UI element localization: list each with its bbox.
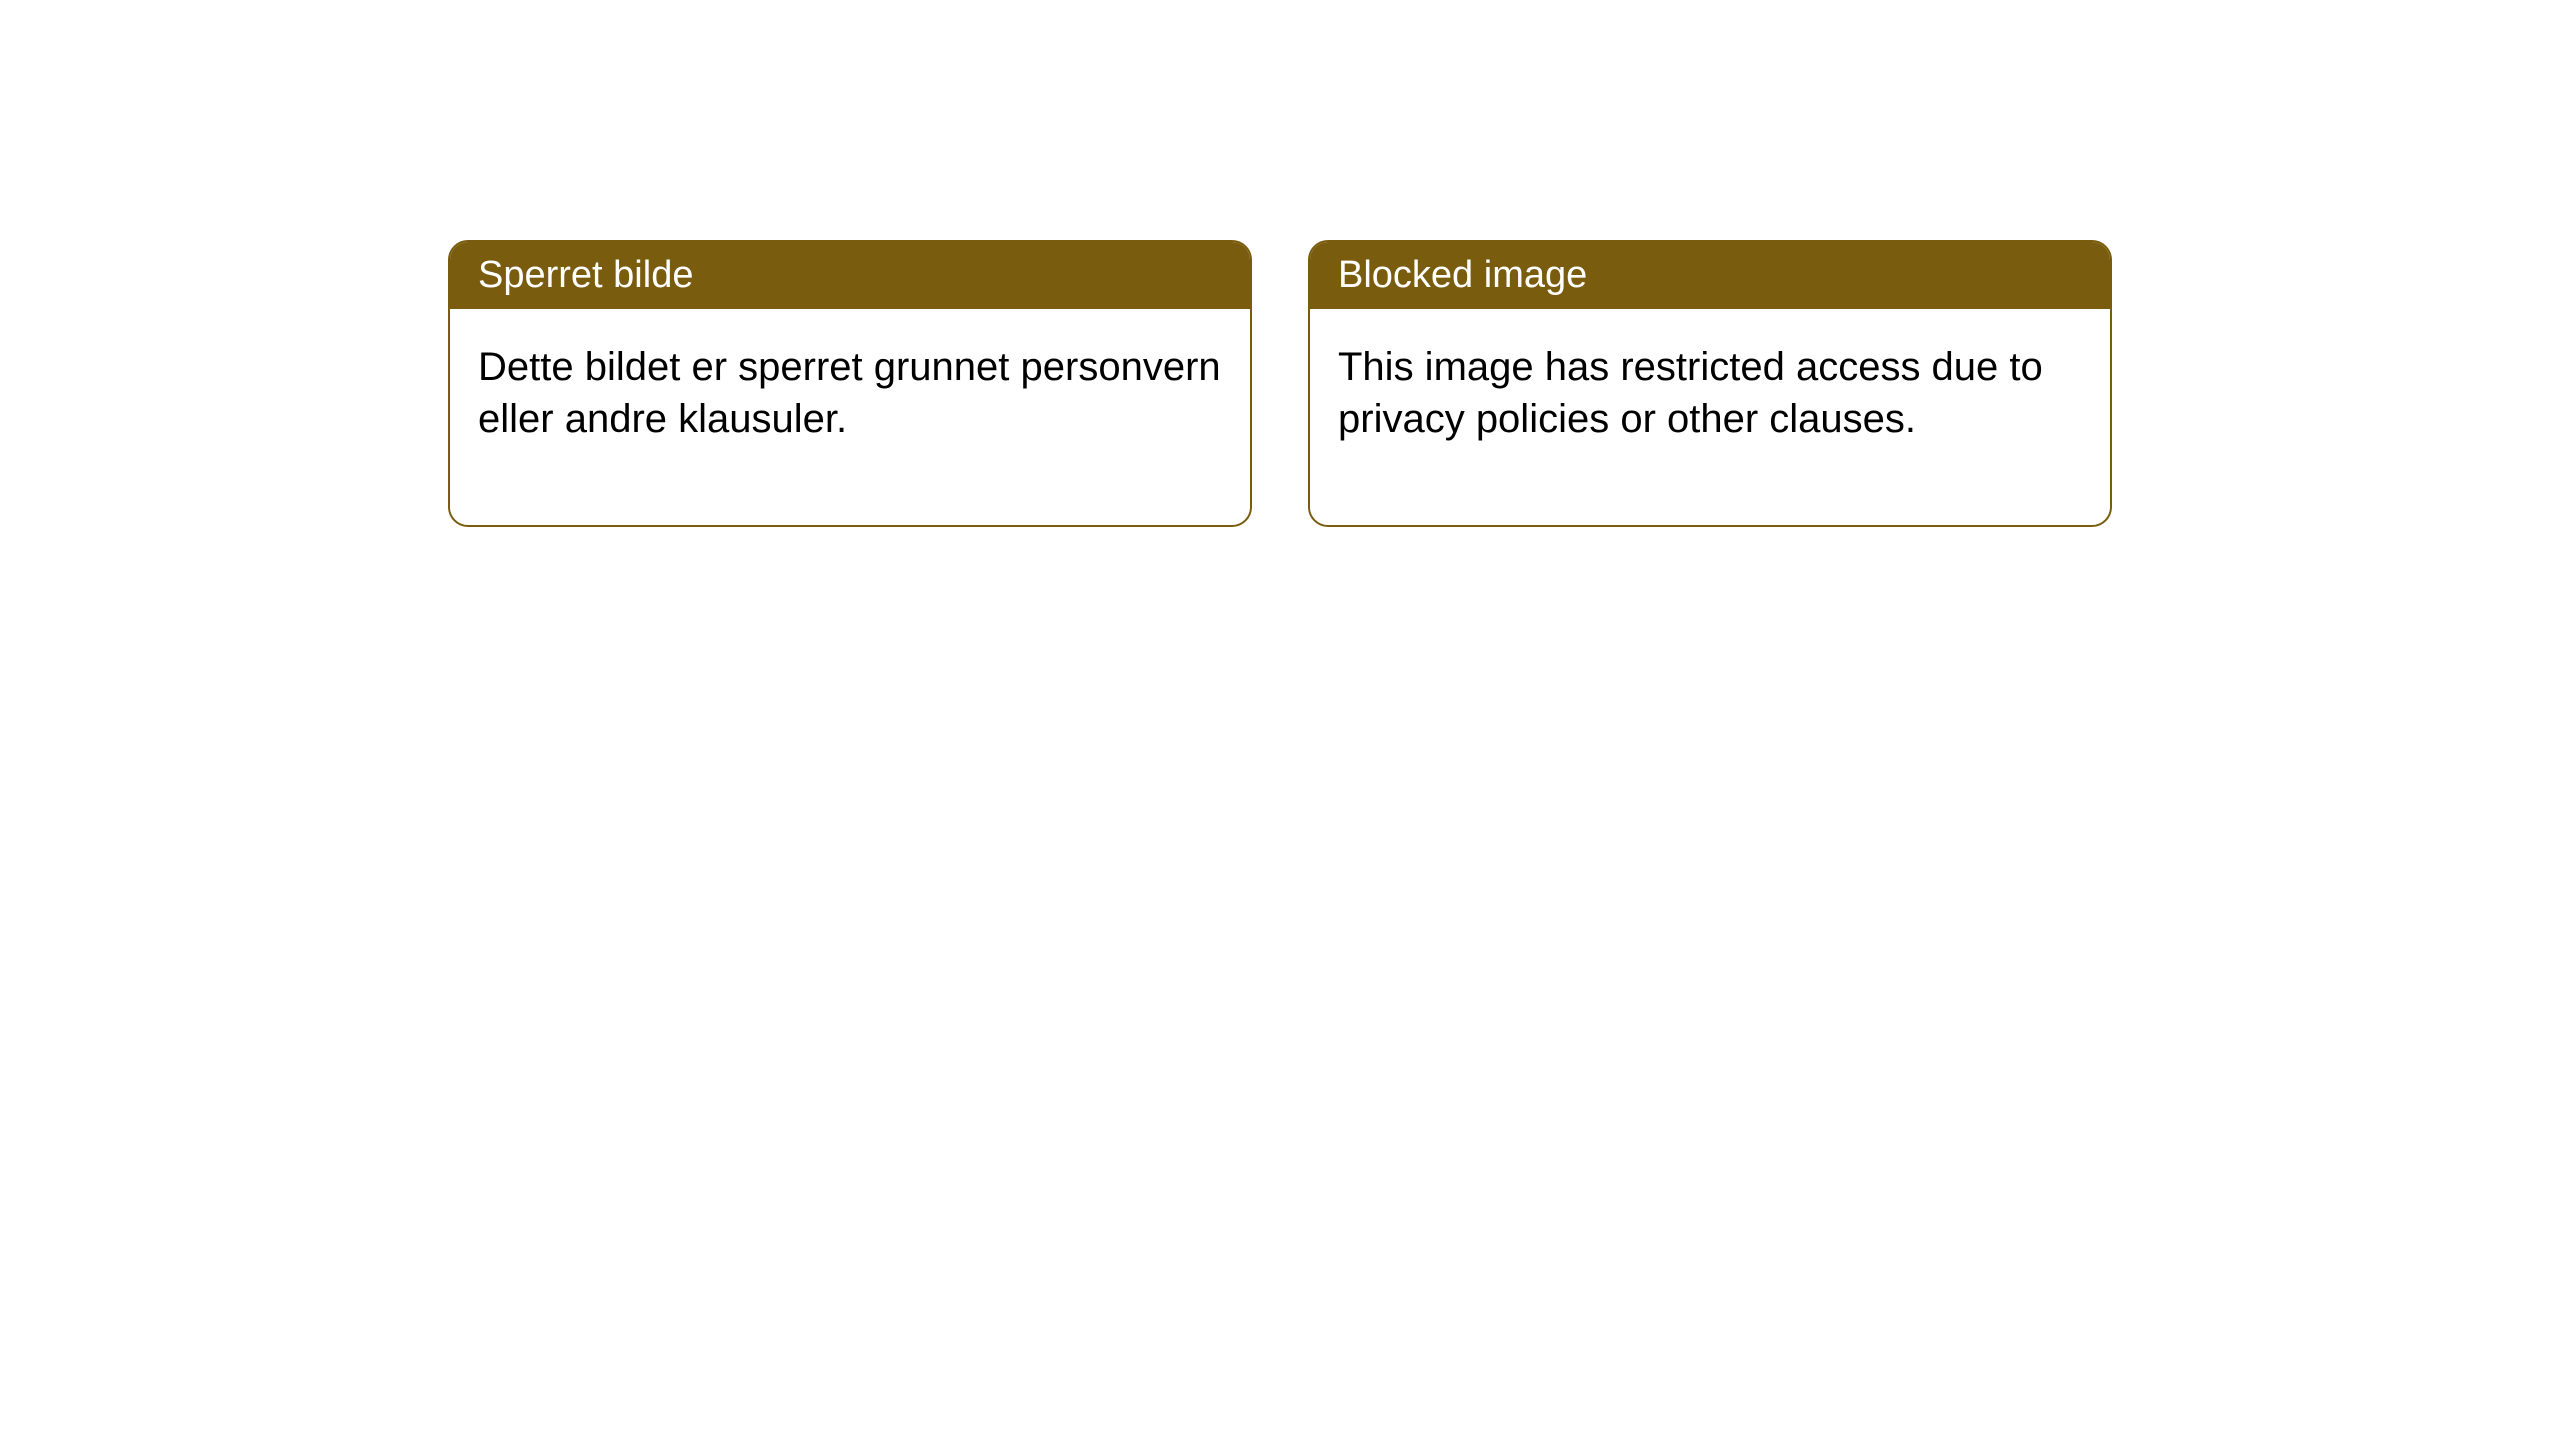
card-header-text: Blocked image [1338,254,1587,296]
notice-card-norwegian: Sperret bilde Dette bildet er sperret gr… [448,240,1252,527]
card-header-text: Sperret bilde [478,254,693,296]
card-body: This image has restricted access due to … [1310,309,2110,525]
card-header: Blocked image [1310,242,2110,309]
card-header: Sperret bilde [450,242,1250,309]
card-body-text: Dette bildet er sperret grunnet personve… [478,345,1221,441]
notice-card-english: Blocked image This image has restricted … [1308,240,2112,527]
notice-cards-container: Sperret bilde Dette bildet er sperret gr… [0,0,2560,527]
card-body-text: This image has restricted access due to … [1338,345,2043,441]
card-body: Dette bildet er sperret grunnet personve… [450,309,1250,525]
